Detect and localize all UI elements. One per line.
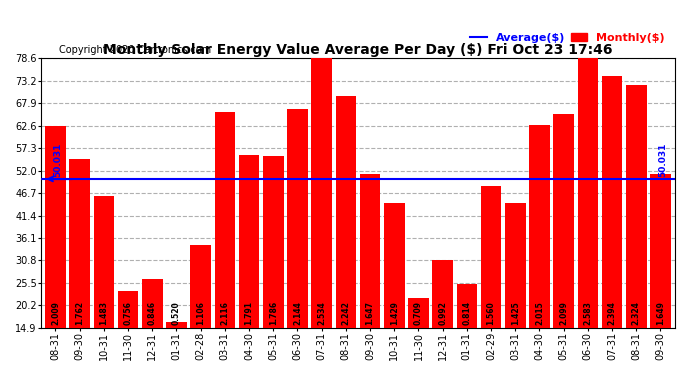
Bar: [529, 126, 550, 375]
Text: 2.242: 2.242: [342, 302, 351, 326]
Bar: [287, 108, 308, 375]
Text: 1.483: 1.483: [99, 302, 108, 326]
Text: 1.560: 1.560: [486, 302, 495, 326]
Bar: [433, 260, 453, 375]
Bar: [505, 203, 526, 375]
Bar: [118, 291, 138, 375]
Bar: [239, 155, 259, 375]
Text: 2.324: 2.324: [632, 302, 641, 326]
Text: 1.429: 1.429: [390, 302, 399, 326]
Text: 2.116: 2.116: [220, 302, 229, 326]
Text: 2.534: 2.534: [317, 302, 326, 326]
Text: 2.015: 2.015: [535, 302, 544, 326]
Text: 1.762: 1.762: [75, 302, 84, 326]
Bar: [408, 297, 428, 375]
Bar: [311, 57, 332, 375]
Bar: [45, 126, 66, 375]
Bar: [626, 85, 647, 375]
Bar: [578, 51, 598, 375]
Text: Copyright 2020 Cartronics.com: Copyright 2020 Cartronics.com: [59, 45, 210, 55]
Bar: [166, 322, 187, 375]
Text: 1.649: 1.649: [656, 302, 665, 326]
Title: Monthly Solar Energy Value Average Per Day ($) Fri Oct 23 17:46: Monthly Solar Energy Value Average Per D…: [104, 43, 613, 57]
Text: 0.814: 0.814: [462, 302, 471, 326]
Bar: [553, 114, 574, 375]
Text: 2.583: 2.583: [583, 302, 593, 326]
Text: 2.144: 2.144: [293, 302, 302, 326]
Bar: [481, 186, 502, 375]
Text: 0.709: 0.709: [414, 302, 423, 326]
Bar: [190, 245, 211, 375]
Text: 1.791: 1.791: [244, 302, 253, 326]
Text: 0.846: 0.846: [148, 302, 157, 326]
Text: 2.009: 2.009: [51, 302, 60, 326]
Bar: [602, 76, 622, 375]
Text: 0.992: 0.992: [438, 302, 447, 326]
Text: 1.106: 1.106: [196, 302, 205, 326]
Text: 1.786: 1.786: [268, 302, 278, 326]
Text: 0.520: 0.520: [172, 302, 181, 326]
Text: 0.756: 0.756: [124, 302, 132, 326]
Bar: [215, 112, 235, 375]
Bar: [359, 174, 380, 375]
Text: 50.031: 50.031: [658, 142, 667, 177]
Bar: [384, 203, 404, 375]
Text: 2.394: 2.394: [608, 302, 617, 326]
Bar: [650, 174, 671, 375]
Bar: [142, 279, 163, 375]
Bar: [263, 156, 284, 375]
Legend: Average($), Monthly($): Average($), Monthly($): [466, 29, 669, 48]
Bar: [94, 196, 114, 375]
Bar: [335, 96, 356, 375]
Bar: [70, 159, 90, 375]
Text: 1.647: 1.647: [366, 302, 375, 326]
Text: 50.031: 50.031: [53, 142, 62, 177]
Text: 2.099: 2.099: [559, 302, 568, 326]
Text: 1.425: 1.425: [511, 302, 520, 326]
Bar: [457, 284, 477, 375]
